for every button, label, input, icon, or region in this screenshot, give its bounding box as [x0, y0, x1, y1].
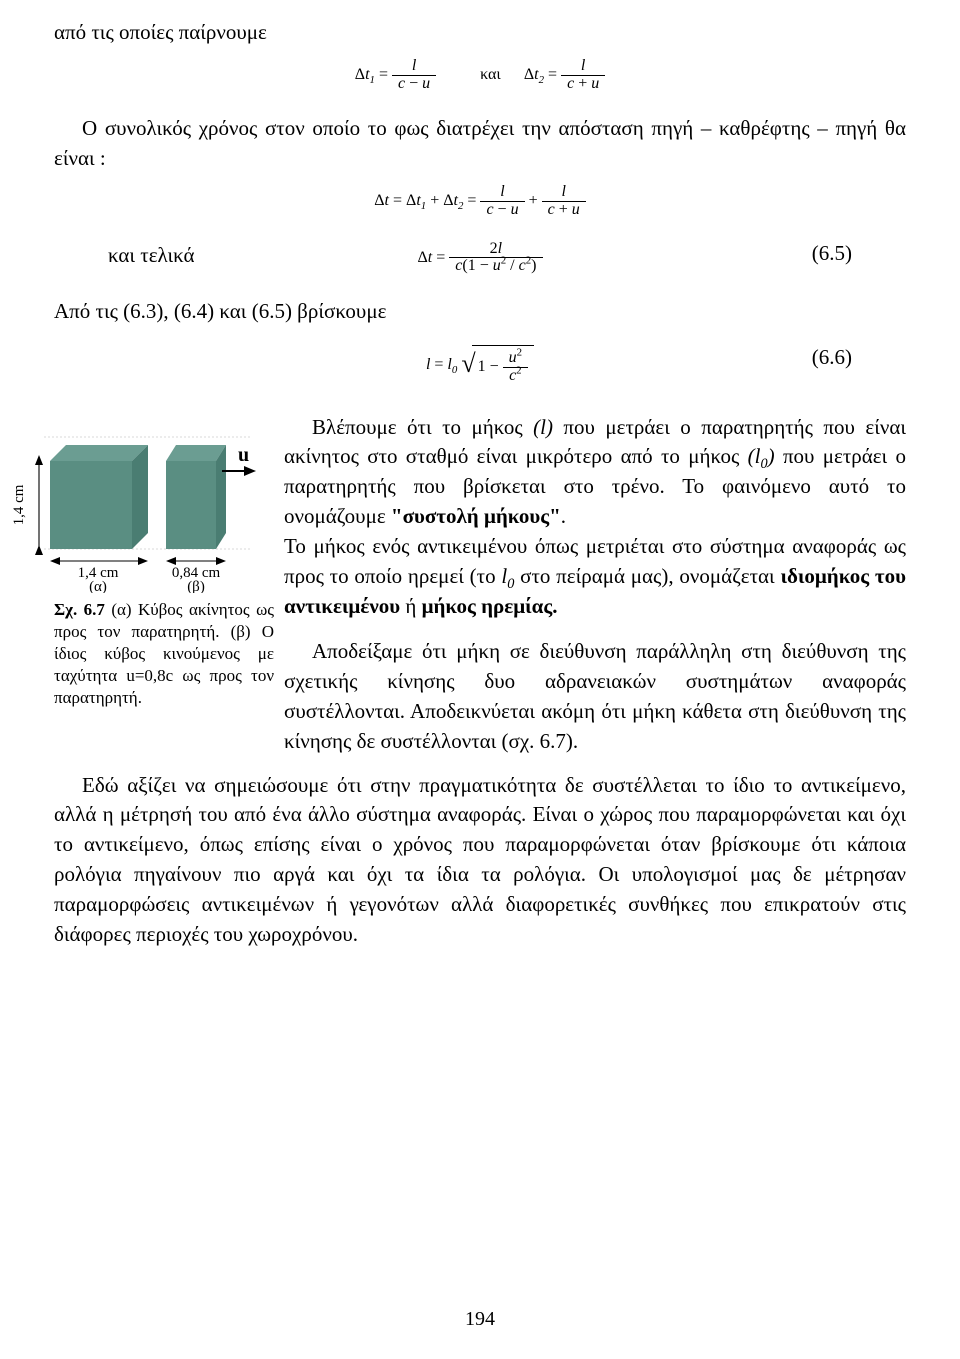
page-number: 194 — [0, 1308, 960, 1331]
y-dimension: 1,4 cm — [11, 455, 43, 555]
p-r1-d: . — [561, 504, 566, 528]
figure-6-7: 1,4 cm u — [8, 419, 320, 593]
cube-alpha-tag: (α) — [89, 579, 107, 593]
dim-alpha: 1,4 cm (α) — [50, 557, 148, 593]
paragraph-length-contraction: Βλέπουμε ότι το μήκος (l) που μετράει ο … — [284, 413, 906, 622]
paragraph-parallel-perpendicular: Αποδείξαμε ότι μήκη σε διεύθυνση παράλλη… — [284, 637, 906, 756]
paragraph-closing: Εδώ αξίζει να σημειώσουμε ότι στην πραγμ… — [54, 771, 906, 950]
dt2-fraction: l c + u — [561, 58, 605, 93]
figure-ref: Σχ. 6.7 — [54, 600, 105, 619]
and-finally-label: και τελικά — [108, 241, 195, 271]
p-r1-term1: "συστολή μήκους" — [391, 504, 561, 528]
paragraph-total-time: Ο συνολικός χρόνος στον οποίο το φως δια… — [54, 114, 906, 174]
figure-caption: Σχ. 6.7 (α) Κύβος ακίνητος ως προς τον π… — [54, 599, 274, 709]
u-arrow-label: u — [238, 444, 249, 466]
equation-dt1-dt2: Δt1 = l c − u και Δt2 = l c + u — [54, 58, 906, 93]
p-r1-term3: μήκος ηρεμίας. — [422, 594, 558, 618]
and-label: και — [480, 66, 501, 83]
figure-text-row: 1,4 cm u — [54, 413, 906, 757]
equation-6-6: l = l0 √1 − u2c2 (6.6) — [54, 345, 906, 385]
dim-beta: 0,84 cm (β) — [166, 557, 226, 593]
dt2-lhs: Δt2 = — [524, 66, 557, 83]
intro-line: από τις οποίες παίρνουμε — [54, 18, 906, 48]
cube-alpha — [50, 445, 148, 549]
p-r1-g: ή — [400, 594, 421, 618]
eqnum-6-5: (6.5) — [812, 241, 852, 266]
y-dim-label: 1,4 cm — [11, 484, 27, 525]
p-r1-f: στο πείραμά μας), ονομάζεται — [514, 564, 780, 588]
dt1-fraction: l c − u — [392, 58, 436, 93]
p-r1-a: Βλέπουμε ότι το μήκος — [312, 415, 533, 439]
equation-6-5: και τελικά Δt = 2l c(1 − u2 / c2) (6.5) — [54, 241, 906, 276]
cube-beta-tag: (β) — [187, 579, 205, 593]
eqnum-6-6: (6.6) — [812, 345, 852, 370]
cube-beta — [166, 445, 226, 549]
u-arrow: u — [222, 444, 256, 476]
paragraph-from-eqs: Από τις (6.3), (6.4) και (6.5) βρίσκουμε — [54, 297, 906, 327]
equation-dt-sum: Δt = Δt1 + Δt2 = lc − u + lc + u — [54, 184, 906, 219]
dt1-lhs: Δt1 = — [355, 66, 388, 83]
